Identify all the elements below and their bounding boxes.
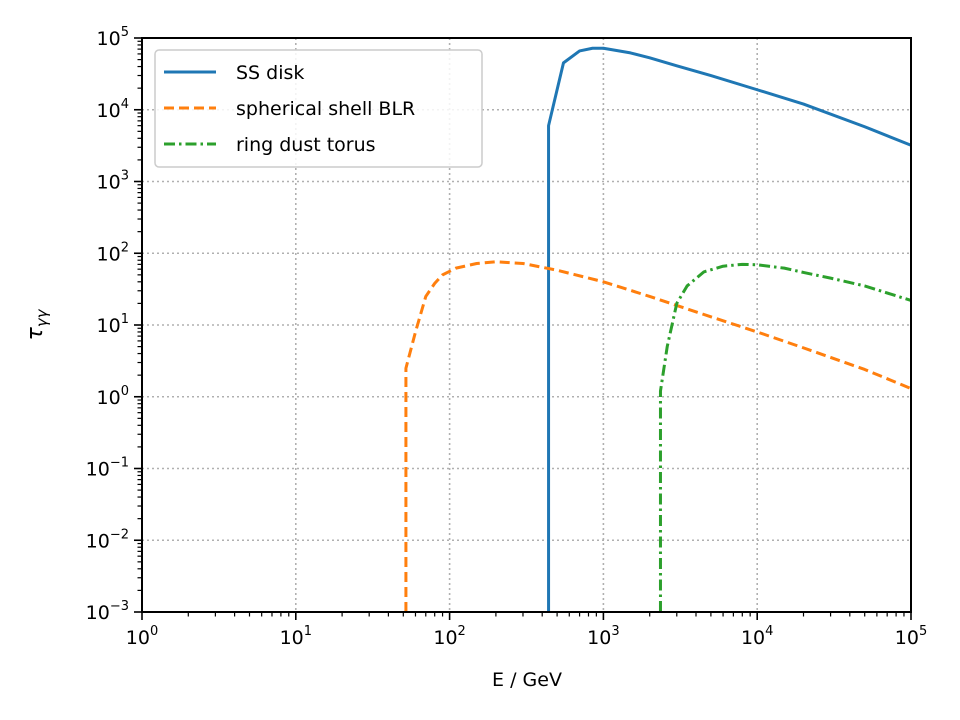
axis-ticks [134,37,912,620]
legend-label: SS disk [236,62,304,84]
x-tick-label: 100 [126,624,158,649]
x-tick-label: 101 [280,624,312,649]
y-tick-label: 10−1 [86,456,129,481]
x-tick-label: 102 [433,624,465,649]
grid [142,38,911,612]
legend-label: spherical shell BLR [236,98,415,120]
y-axis-title: τγγ [23,308,51,340]
series-lines [404,46,912,612]
series-line-ring-dust-torus [658,262,912,612]
y-tick-label: 100 [97,384,129,409]
legend: SS disk spherical shell BLR ring dust toru… [154,49,483,168]
y-tick-label: 103 [97,169,129,194]
legend-box [154,49,483,168]
x-tick-label: 105 [895,624,927,649]
y-tick-label: 10−3 [86,599,129,624]
y-tick-label: 102 [97,240,129,265]
y-tick-label: 101 [97,312,129,337]
x-axis-title: E / GeV [492,669,562,691]
series-line-spherical-shell-blr [404,260,912,612]
y-tick-label: 105 [97,25,129,50]
y-tick-label: 10−2 [86,527,129,552]
legend-label: ring dust torus [236,134,376,156]
x-tick-label: 104 [741,624,773,649]
x-tick-label: 103 [587,624,619,649]
series-line-ss-disk [547,46,912,612]
tick-labels: 100 101 102 103 104 105 10−3 10−2 10−1 100 101 102 1… [86,25,928,649]
y-tick-label: 104 [97,97,129,122]
